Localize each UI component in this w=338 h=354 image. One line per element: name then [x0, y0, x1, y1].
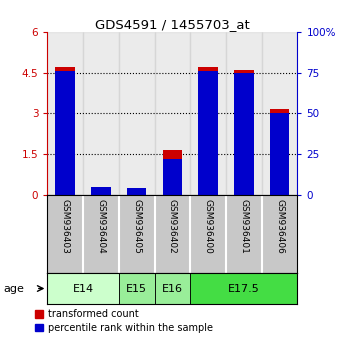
FancyBboxPatch shape	[154, 273, 190, 304]
Legend: transformed count, percentile rank within the sample: transformed count, percentile rank withi…	[35, 309, 213, 333]
Text: GSM936400: GSM936400	[203, 199, 213, 253]
Text: E17.5: E17.5	[228, 284, 260, 293]
Text: GSM936406: GSM936406	[275, 199, 284, 253]
Text: GSM936403: GSM936403	[61, 199, 70, 253]
Bar	[234, 70, 254, 195]
Bar	[262, 32, 297, 195]
Text: GSM936401: GSM936401	[239, 199, 248, 253]
Bar	[234, 73, 254, 195]
Bar	[198, 71, 218, 195]
Bar	[119, 32, 154, 195]
FancyBboxPatch shape	[47, 273, 119, 304]
Bar	[55, 71, 75, 195]
Bar	[198, 67, 218, 195]
Bar	[154, 32, 190, 195]
Title: GDS4591 / 1455703_at: GDS4591 / 1455703_at	[95, 18, 250, 31]
Text: age: age	[3, 284, 24, 293]
Bar	[83, 32, 119, 195]
Bar	[47, 32, 83, 195]
Text: E15: E15	[126, 284, 147, 293]
Text: E14: E14	[72, 284, 94, 293]
FancyBboxPatch shape	[190, 273, 297, 304]
Bar	[270, 109, 289, 195]
Text: GSM936404: GSM936404	[96, 199, 105, 253]
Bar	[55, 67, 75, 195]
Text: GSM936405: GSM936405	[132, 199, 141, 253]
Bar	[190, 32, 226, 195]
Bar	[127, 188, 146, 195]
Bar	[127, 188, 146, 195]
Bar	[163, 150, 182, 195]
Text: E16: E16	[162, 284, 183, 293]
Text: GSM936402: GSM936402	[168, 199, 177, 253]
FancyBboxPatch shape	[119, 273, 154, 304]
Bar	[163, 159, 182, 195]
Bar	[91, 189, 111, 195]
Bar	[226, 32, 262, 195]
Bar	[270, 113, 289, 195]
Bar	[91, 187, 111, 195]
